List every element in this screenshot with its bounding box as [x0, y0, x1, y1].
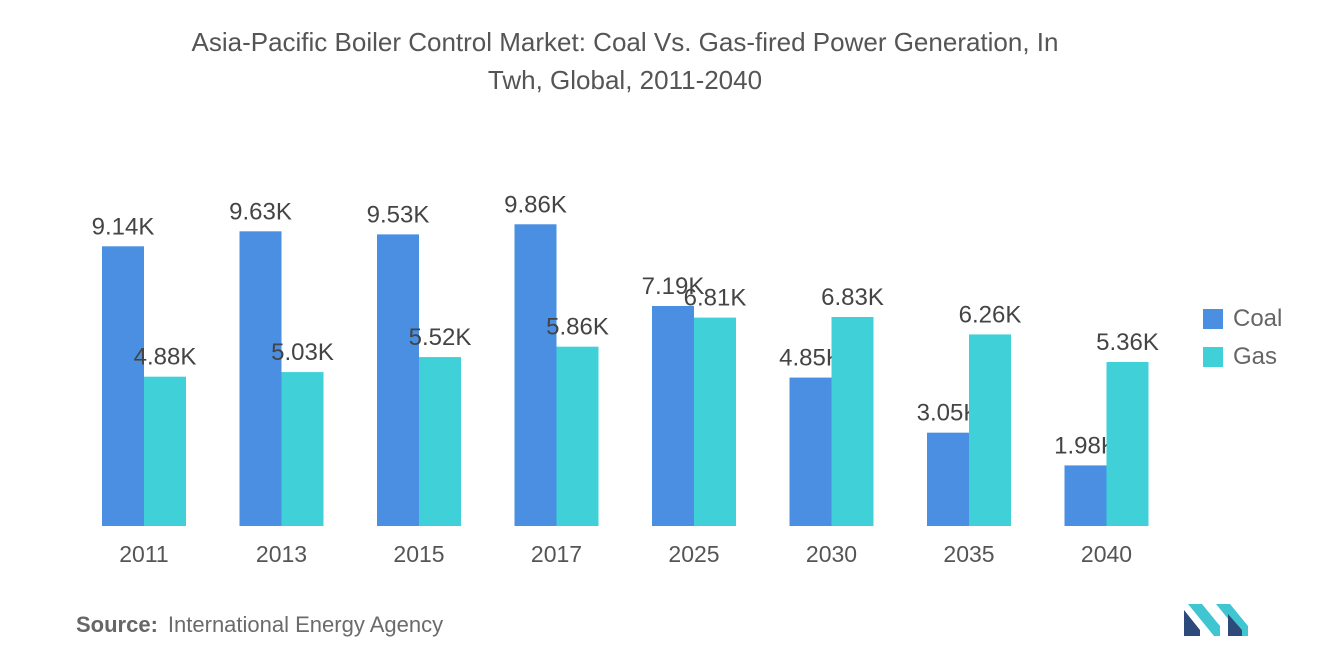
data-label-gas-2030: 6.83K: [821, 284, 884, 311]
legend-item-coal: Coal: [1203, 305, 1283, 332]
x-tick-label-2035: 2035: [943, 541, 994, 567]
data-label-gas-2040: 5.36K: [1096, 329, 1159, 356]
chart-title-line-1: Asia-Pacific Boiler Control Market: Coal…: [191, 27, 1059, 57]
x-tick-label-2013: 2013: [256, 541, 307, 567]
data-label-coal-2035: 3.05K: [917, 400, 980, 427]
legend-swatch-coal: [1203, 309, 1223, 329]
bar-coal-2035: [927, 432, 969, 526]
data-label-coal-2025: 7.19K: [642, 273, 705, 300]
data-label-gas-2013: 5.03K: [271, 339, 334, 366]
bar-gas-2013: [281, 372, 324, 526]
bar-coal-2025: [652, 305, 694, 526]
bar-gas-2011: [144, 376, 186, 526]
bar-coal-2017: [514, 224, 557, 526]
bar-coal-2030: [789, 377, 832, 526]
bar-gas-2017: [556, 346, 599, 526]
legend-label-coal: Coal: [1233, 305, 1283, 332]
data-label-gas-2025: 6.81K: [684, 285, 747, 312]
x-tick-label-2011: 2011: [119, 541, 168, 567]
legend-swatch-gas: [1203, 347, 1223, 367]
bar-coal-2013: [239, 231, 282, 526]
bar-gas-2025: [694, 317, 736, 526]
data-label-coal-2017: 9.86K: [504, 191, 567, 218]
bar-coal-2015: [377, 234, 419, 526]
source-note: Source: International Energy Agency: [76, 612, 443, 638]
chart-legend: Coal Gas: [1203, 305, 1283, 382]
legend-label-gas: Gas: [1233, 343, 1278, 370]
data-label-coal-2015: 9.53K: [367, 201, 430, 228]
data-label-gas-2015: 5.52K: [409, 324, 472, 351]
data-label-coal-2013: 9.63K: [229, 198, 292, 225]
source-text: International Energy Agency: [167, 612, 444, 637]
chart-title-line-2: Twh, Global, 2011-2040: [487, 65, 763, 95]
x-tick-label-2030: 2030: [806, 541, 857, 567]
data-label-coal-2030: 4.85K: [779, 345, 842, 372]
data-label-gas-2035: 6.26K: [959, 301, 1022, 328]
x-tick-label-2040: 2040: [1081, 541, 1132, 567]
bar-coal-2011: [102, 246, 144, 527]
data-label-gas-2017: 5.86K: [546, 314, 609, 341]
data-label-coal-2040: 1.98K: [1054, 432, 1117, 459]
bar-coal-2040: [1064, 465, 1107, 526]
data-label-coal-2011: 9.14K: [92, 213, 155, 240]
source-label: Source:: [76, 612, 158, 637]
x-tick-label-2017: 2017: [531, 541, 582, 567]
legend-item-gas: Gas: [1203, 343, 1282, 370]
bar-gas-2040: [1106, 361, 1149, 526]
x-tick-label-2015: 2015: [393, 541, 444, 567]
x-tick-label-2025: 2025: [668, 541, 719, 567]
mordor-logo-icon: [1184, 604, 1248, 636]
bar-gas-2030: [831, 317, 874, 526]
data-label-gas-2011: 4.88K: [134, 344, 197, 371]
bar-gas-2015: [419, 357, 461, 526]
bar-gas-2035: [969, 334, 1011, 526]
